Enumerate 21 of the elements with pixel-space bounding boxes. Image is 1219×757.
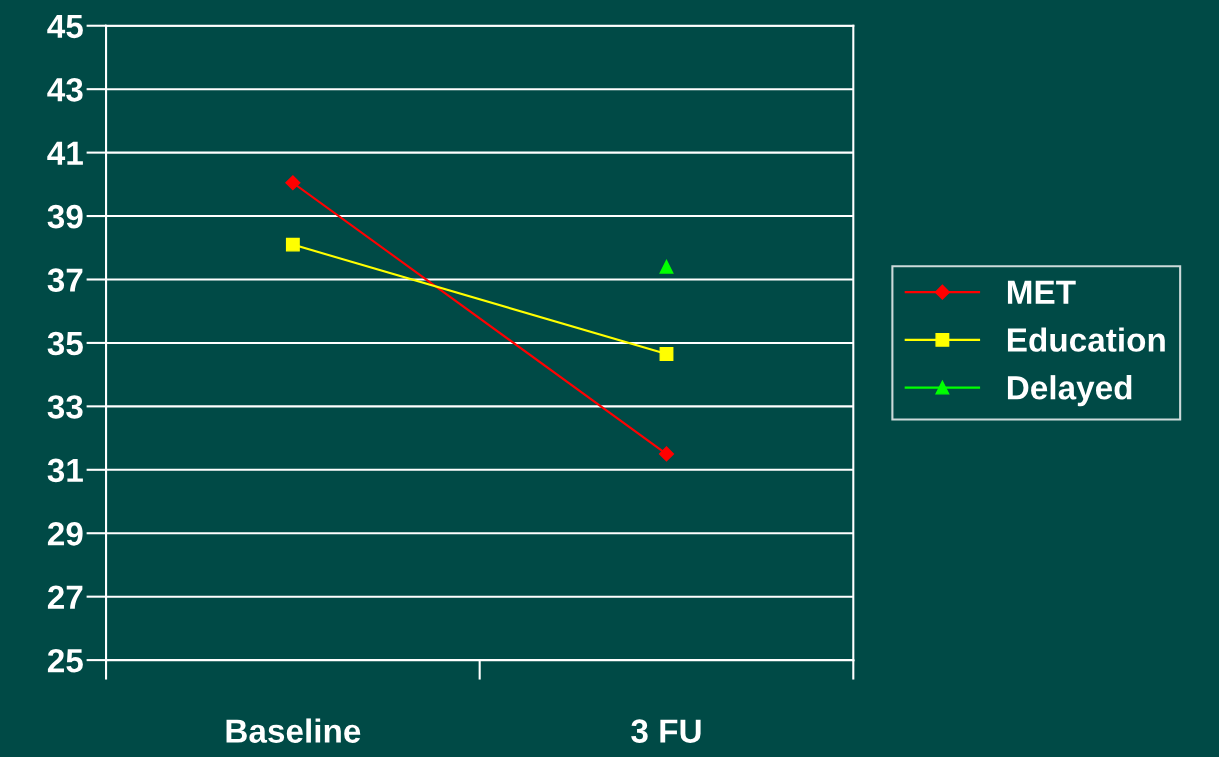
y-tick-label: 39	[47, 204, 83, 229]
y-tick-label: 43	[47, 77, 83, 102]
y-tick-label: 33	[47, 395, 83, 419]
point	[659, 259, 674, 274]
x-tick-label: 3 FU	[631, 719, 701, 743]
legend-label: MET	[1007, 280, 1076, 304]
point	[658, 446, 675, 462]
y-tick-label: 27	[47, 585, 83, 609]
point	[285, 237, 300, 252]
point	[659, 347, 674, 361]
y-tick-label: 35	[47, 331, 83, 356]
y-tick-label: 25	[47, 648, 83, 673]
legend-label: Delayed	[1007, 375, 1132, 407]
y-tick-label: 45	[47, 14, 83, 39]
y-tick-label: 41	[47, 141, 83, 165]
x-tick-label: Baseline	[226, 718, 361, 743]
point	[285, 175, 301, 191]
y-tick-label: 31	[47, 458, 83, 483]
legend-label: Education	[1007, 327, 1165, 352]
y-tick-label: 37	[47, 268, 83, 292]
y-tick-label: 29	[47, 522, 83, 546]
